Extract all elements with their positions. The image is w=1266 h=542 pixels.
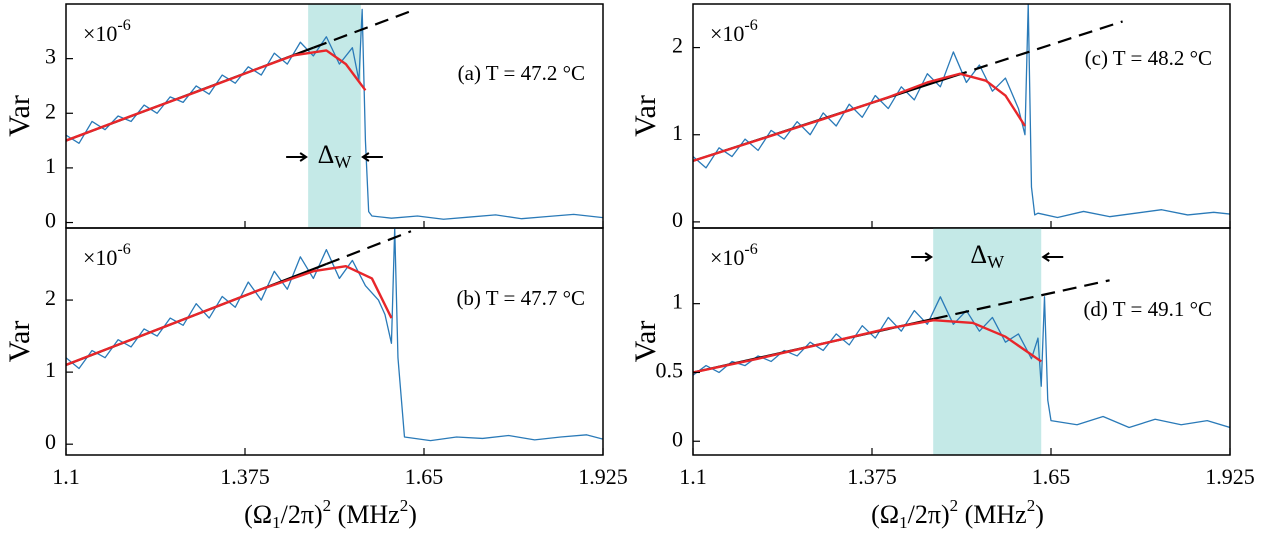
y-tick-label: 1 — [672, 120, 683, 145]
x-axis-label-part: 2 — [323, 496, 332, 515]
x-tick-label: 1.1 — [679, 464, 707, 489]
y-tick-label: 1 — [45, 357, 56, 382]
data-line — [66, 264, 393, 367]
delta-subscript: W — [987, 252, 1004, 272]
y-tick-label: 0 — [45, 429, 56, 454]
delta-label: ΔW — [318, 140, 352, 172]
x-tick-label: 1.1 — [52, 464, 80, 489]
y-tick-label: 0.5 — [656, 358, 684, 383]
scale-base: ×10 — [710, 21, 744, 46]
data-line — [66, 228, 603, 442]
shaded-region — [308, 4, 361, 228]
x-tick-label: 1.925 — [578, 464, 628, 489]
data-line — [66, 8, 603, 220]
shaded-region — [933, 228, 1042, 455]
x-axis-label: (Ω1/2π)2 (MHz2) — [244, 496, 417, 532]
data-line — [693, 296, 1230, 429]
y-axis-label: Var — [3, 321, 36, 363]
x-axis-label-part: 2 — [400, 496, 409, 515]
arrow — [1041, 252, 1064, 262]
panel — [66, 4, 603, 228]
delta-symbol: Δ — [318, 140, 335, 169]
panel-label: (c) T = 48.2 °C — [1085, 46, 1212, 70]
dashed-line — [953, 20, 1123, 78]
y-axis-label: Var — [629, 321, 662, 363]
delta-label: ΔW — [970, 240, 1004, 272]
arrow — [911, 252, 933, 262]
panel — [66, 228, 603, 442]
delta-symbol: Δ — [970, 240, 987, 269]
data-line — [693, 72, 1026, 163]
scale-exponent: -6 — [117, 17, 130, 34]
y-tick-label: 2 — [45, 285, 56, 310]
x-axis-label-part: (MHz — [958, 500, 1027, 529]
y-axis-label: Var — [629, 95, 662, 137]
data-line — [693, 318, 1042, 374]
x-axis-label-part: 2 — [1027, 496, 1036, 515]
x-axis-label-part: (Ω — [244, 500, 272, 529]
y-axis-label: Var — [3, 95, 36, 137]
x-axis-label-part: ) — [408, 500, 417, 529]
scale-base: ×10 — [710, 245, 744, 270]
panel — [693, 228, 1230, 455]
plot-frame — [65, 227, 604, 456]
arrow — [361, 152, 383, 162]
x-axis-label-part: (Ω — [871, 500, 899, 529]
plot-frame — [692, 227, 1231, 456]
y-tick-label: 1 — [672, 289, 683, 314]
scale-exponent: -6 — [117, 241, 130, 258]
scale-exponent: -6 — [744, 17, 757, 34]
y-tick-label: 2 — [672, 33, 683, 58]
y-tick-label: 0 — [672, 426, 683, 451]
y-tick-label: 2 — [45, 98, 56, 123]
panel-label: (a) T = 47.2 °C — [458, 61, 585, 85]
dashed-line — [325, 230, 412, 266]
scale-label: ×10-6 — [710, 241, 758, 270]
y-tick-label: 0 — [45, 208, 56, 233]
y-tick-label: 3 — [45, 44, 56, 69]
panel-label: (d) T = 49.1 °C — [1083, 297, 1212, 321]
delta-subscript: W — [334, 152, 351, 172]
x-axis-label-part: /2π) — [908, 500, 950, 529]
y-tick-label: 1 — [45, 153, 56, 178]
x-tick-label: 1.65 — [1032, 464, 1071, 489]
x-axis-label-part: (MHz — [331, 500, 400, 529]
x-axis-label-part: 1 — [899, 513, 908, 532]
scale-label: ×10-6 — [710, 17, 758, 46]
x-axis-label-part: 1 — [272, 513, 281, 532]
x-axis-label-part: ) — [1035, 500, 1044, 529]
scale-base: ×10 — [83, 21, 117, 46]
panel-label: (b) T = 47.7 °C — [456, 286, 585, 310]
dashed-line — [312, 10, 412, 49]
x-tick-label: 1.375 — [847, 464, 897, 489]
scale-label: ×10-6 — [83, 17, 131, 46]
x-tick-label: 1.65 — [405, 464, 444, 489]
x-tick-label: 1.925 — [1205, 464, 1255, 489]
dashed-line — [933, 279, 1110, 320]
data-line — [693, 4, 1230, 219]
arrow — [286, 152, 308, 162]
y-tick-label: 0 — [672, 207, 683, 232]
x-axis-label: (Ω1/2π)2 (MHz2) — [871, 496, 1044, 532]
scale-exponent: -6 — [744, 241, 757, 258]
x-axis-label-part: /2π) — [281, 500, 323, 529]
x-axis-label-part: 2 — [950, 496, 959, 515]
panel — [693, 4, 1230, 219]
scale-label: ×10-6 — [83, 241, 131, 270]
x-tick-label: 1.375 — [220, 464, 270, 489]
scale-base: ×10 — [83, 245, 117, 270]
data-line — [66, 49, 367, 142]
plot-frame — [692, 3, 1231, 229]
